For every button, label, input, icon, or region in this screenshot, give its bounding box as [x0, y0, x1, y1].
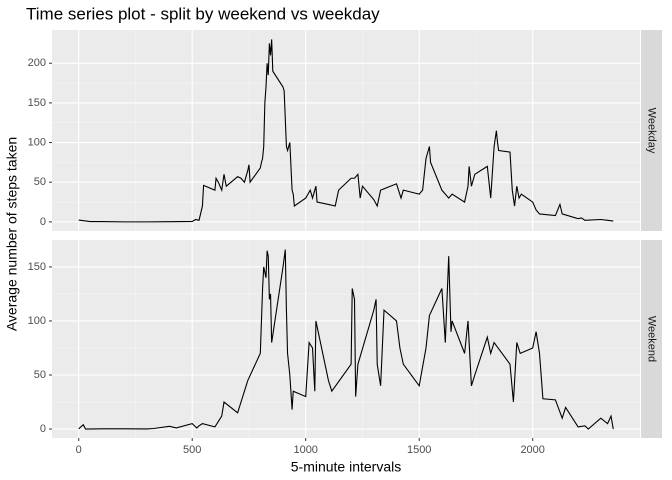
strip — [641, 240, 662, 438]
line — [78, 249, 614, 430]
x-tick-label: 2000 — [520, 444, 544, 456]
x-tick-label: 1500 — [407, 444, 431, 456]
y-tick-label: 150 — [28, 261, 46, 273]
y-tick-label: 100 — [28, 136, 46, 148]
panel-background — [52, 240, 640, 438]
x-tick-label: 1000 — [293, 444, 317, 456]
y-tick-label: 150 — [28, 97, 46, 109]
y-tick-label: 0 — [40, 216, 46, 228]
chart-title: Time series plot - split by weekend vs w… — [26, 4, 380, 23]
y-tick-label: 0 — [40, 423, 46, 435]
line — [78, 39, 614, 223]
panel-background — [52, 30, 640, 231]
strip-label: Weekday — [646, 108, 658, 154]
y-tick-label: 100 — [28, 315, 46, 327]
x-tick-label: 0 — [76, 444, 82, 456]
y-tick-label: 50 — [34, 369, 46, 381]
x-axis-label: 5-minute intervals — [291, 459, 402, 475]
strip-label: Weekend — [646, 316, 658, 362]
x-tick-label: 500 — [183, 444, 201, 456]
y-tick-label: 200 — [28, 57, 46, 69]
y-tick-label: 50 — [34, 176, 46, 188]
strip — [641, 30, 662, 231]
y-axis-label: Average number of steps taken — [4, 137, 20, 331]
